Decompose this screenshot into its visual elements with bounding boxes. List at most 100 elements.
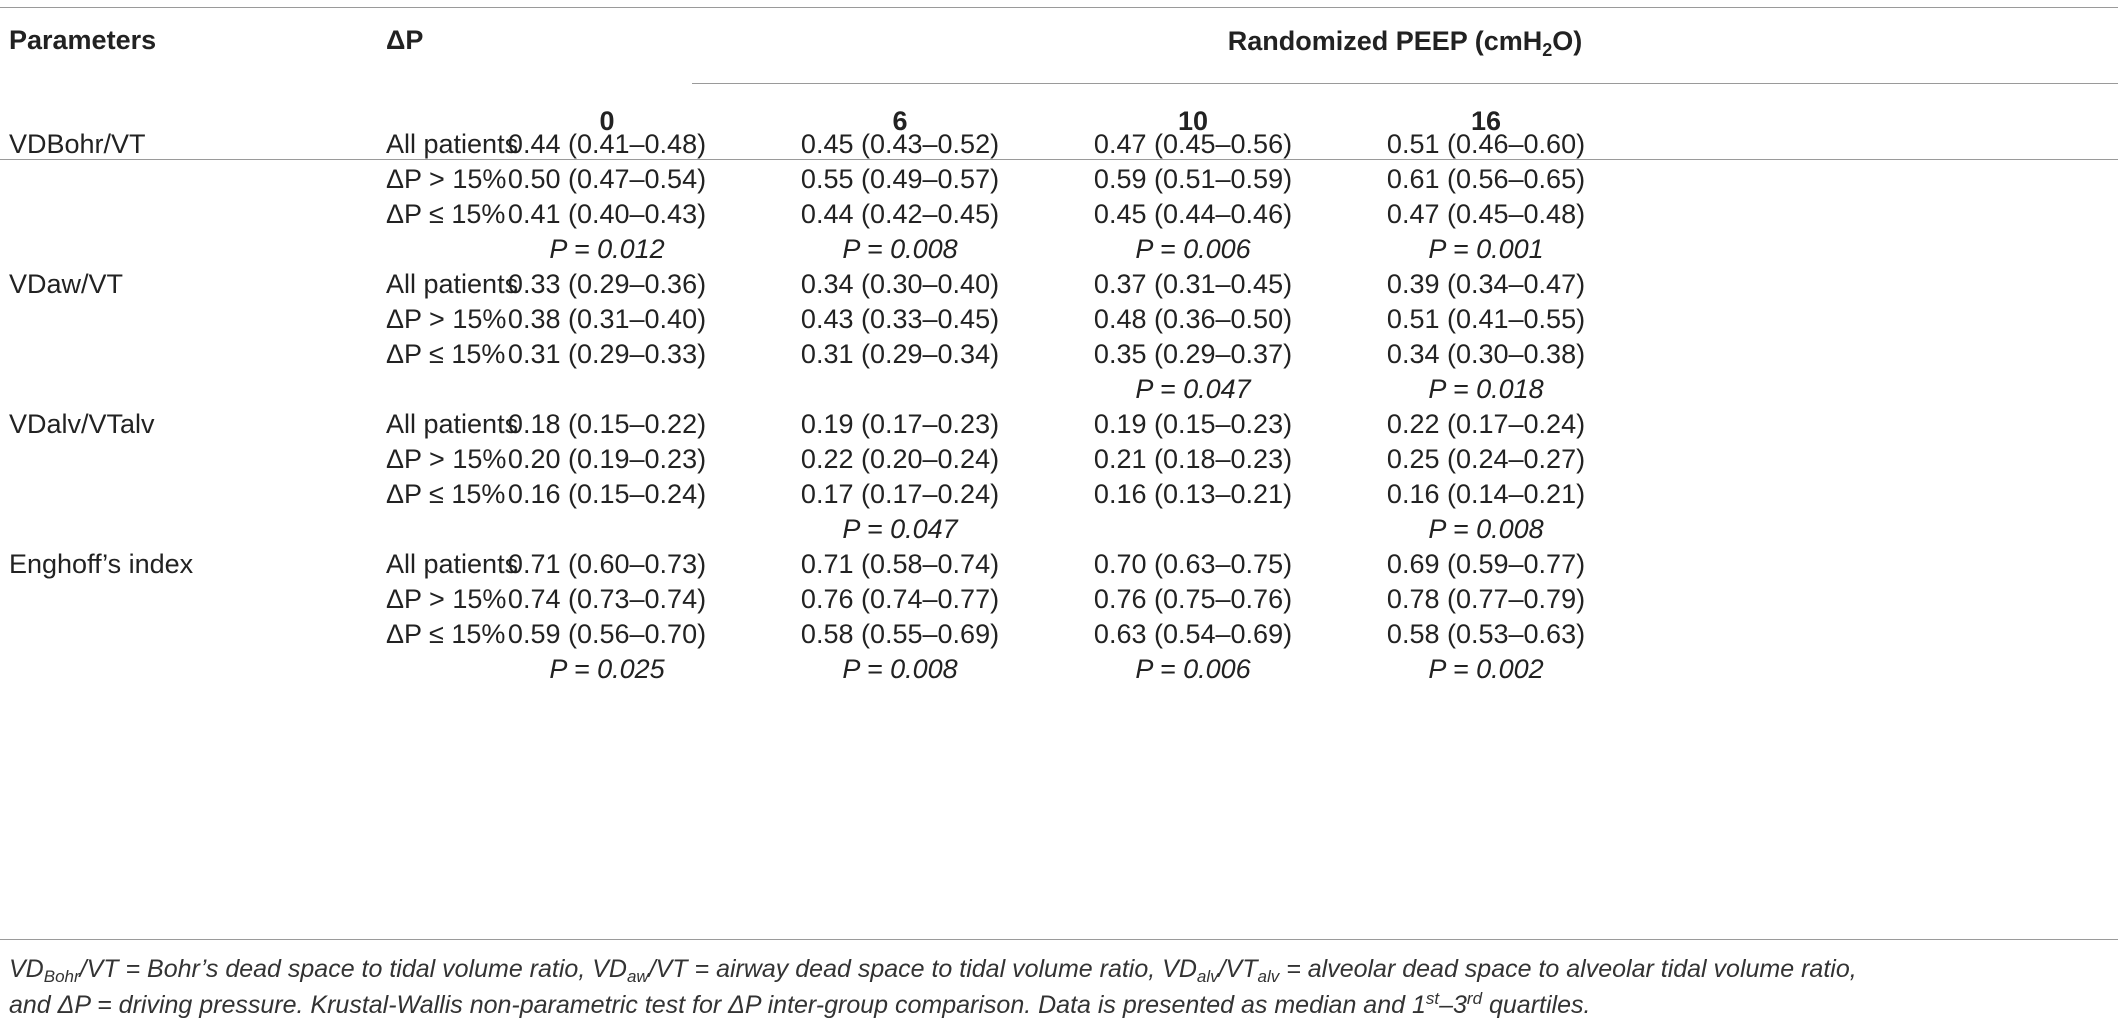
table-cell-value: 0.16 (0.13–0.21) [1093, 479, 1293, 509]
parameter-label: Enghoff’s index [9, 549, 194, 579]
p-value: P = 0.047 [1135, 374, 1251, 404]
header-delta-p: ΔP [386, 25, 424, 55]
p-value: P = 0.001 [1428, 234, 1544, 264]
column-header-peep-0: 0 [599, 106, 615, 136]
table-cell-value: 0.44 (0.42–0.45) [800, 199, 1000, 229]
footnote-sup-rd: rd [1466, 989, 1483, 1008]
table-cell-value: 0.74 (0.73–0.74) [507, 584, 707, 614]
footnote-text-3b: = alveolar dead space to alveolar tidal … [1279, 955, 1857, 983]
footnote-sup-st: st [1425, 989, 1440, 1008]
table-cell-value: 0.70 (0.63–0.75) [1093, 549, 1293, 579]
table-cell-value: 0.22 (0.17–0.24) [1386, 409, 1586, 439]
table-cell-value: 0.59 (0.51–0.59) [1093, 164, 1293, 194]
table-cell-value: 0.55 (0.49–0.57) [800, 164, 1000, 194]
footnote-text-5: –3 [1439, 991, 1467, 1019]
table-cell-value: 0.35 (0.29–0.37) [1093, 339, 1293, 369]
group-label: ΔP > 15% [386, 304, 507, 334]
table-cell-value: 0.20 (0.19–0.23) [507, 444, 707, 474]
table-cell-value: 0.71 (0.58–0.74) [800, 549, 1000, 579]
table-cell-value: 0.58 (0.55–0.69) [800, 619, 1000, 649]
table-cell-value: 0.47 (0.45–0.56) [1093, 129, 1293, 159]
group-label: ΔP ≤ 15% [386, 479, 506, 509]
peep-header-rule [692, 83, 2118, 84]
table-cell-value: 0.31 (0.29–0.34) [800, 339, 1000, 369]
peep-suffix: O) [1552, 26, 1583, 56]
p-value: P = 0.012 [549, 234, 665, 264]
table-cell-value: 0.78 (0.77–0.79) [1386, 584, 1586, 614]
p-value: P = 0.018 [1428, 374, 1544, 404]
table-cell-value: 0.16 (0.14–0.21) [1386, 479, 1586, 509]
footnote-sub-bohr: Bohr [43, 967, 80, 986]
footnote-text-3a: /VT [1218, 955, 1258, 983]
table-cell-value: 0.41 (0.40–0.43) [507, 199, 707, 229]
table-footnote: VDBohr/VT = Bohr’s dead space to tidal v… [9, 951, 2109, 1023]
parameter-label: VDaw/VT [9, 269, 124, 299]
table-cell-value: 0.50 (0.47–0.54) [507, 164, 707, 194]
table-cell-value: 0.34 (0.30–0.38) [1386, 339, 1586, 369]
p-value: P = 0.008 [842, 654, 958, 684]
table-cell-value: 0.69 (0.59–0.77) [1386, 549, 1586, 579]
table-cell-value: 0.76 (0.75–0.76) [1093, 584, 1293, 614]
table-cell-value: 0.61 (0.56–0.65) [1386, 164, 1586, 194]
p-value: P = 0.008 [842, 234, 958, 264]
footnote-sub-alv: alv [1196, 967, 1219, 986]
footnote-vd-alv: VD [1162, 955, 1197, 983]
group-label: ΔP > 15% [386, 444, 507, 474]
table-cell-value: 0.21 (0.18–0.23) [1093, 444, 1293, 474]
table-cell-value: 0.17 (0.17–0.24) [800, 479, 1000, 509]
footnote-vd-bohr: VD [9, 955, 44, 983]
table-cell-value: 0.22 (0.20–0.24) [800, 444, 1000, 474]
table-cell-value: 0.25 (0.24–0.27) [1386, 444, 1586, 474]
group-label: ΔP ≤ 15% [386, 339, 506, 369]
table-cell-value: 0.38 (0.31–0.40) [507, 304, 707, 334]
peep-subscript: 2 [1542, 40, 1553, 60]
p-value: P = 0.006 [1135, 234, 1251, 264]
column-header-peep-1: 6 [892, 106, 908, 136]
table-cell-value: 0.45 (0.44–0.46) [1093, 199, 1293, 229]
footnote-vd-aw: VD [592, 955, 627, 983]
footnote-text-1: /VT = Bohr’s dead space to tidal volume … [79, 955, 593, 983]
footnote-sub-vtalv: alv [1257, 967, 1280, 986]
group-label: ΔP > 15% [386, 164, 507, 194]
table-cell-value: 0.37 (0.31–0.45) [1093, 269, 1293, 299]
p-value: P = 0.047 [842, 514, 958, 544]
footnote-text-2: /VT = airway dead space to tidal volume … [648, 955, 1163, 983]
table-cell-value: 0.19 (0.17–0.23) [800, 409, 1000, 439]
table-cell-value: 0.51 (0.41–0.55) [1386, 304, 1586, 334]
table-cell-value: 0.47 (0.45–0.48) [1386, 199, 1586, 229]
table-bottom-rule [0, 939, 2118, 940]
group-label: All patients [386, 409, 519, 439]
footnote-text-6: quartiles. [1482, 991, 1591, 1019]
group-label: All patients [386, 129, 519, 159]
p-value: P = 0.025 [549, 654, 665, 684]
table-top-rule [0, 7, 2118, 8]
peep-label: Randomized PEEP (cmH [1227, 26, 1543, 56]
table-cell-value: 0.44 (0.41–0.48) [507, 129, 707, 159]
p-value: P = 0.008 [1428, 514, 1544, 544]
table-cell-value: 0.34 (0.30–0.40) [800, 269, 1000, 299]
group-label: ΔP ≤ 15% [386, 199, 506, 229]
group-label: All patients [386, 269, 519, 299]
p-value: P = 0.002 [1428, 654, 1544, 684]
column-header-peep-2: 10 [1177, 106, 1209, 136]
table-cell-value: 0.51 (0.46–0.60) [1386, 129, 1586, 159]
table-cell-value: 0.43 (0.33–0.45) [800, 304, 1000, 334]
table-cell-value: 0.18 (0.15–0.22) [507, 409, 707, 439]
table-cell-value: 0.33 (0.29–0.36) [507, 269, 707, 299]
table-cell-value: 0.59 (0.56–0.70) [507, 619, 707, 649]
header-randomized-peep: Randomized PEEP (cmH2O) [1227, 24, 1583, 60]
table-cell-value: 0.76 (0.74–0.77) [800, 584, 1000, 614]
footnote-sub-aw: aw [626, 967, 649, 986]
table-cell-value: 0.48 (0.36–0.50) [1093, 304, 1293, 334]
table-cell-value: 0.31 (0.29–0.33) [507, 339, 707, 369]
table-cell-value: 0.45 (0.43–0.52) [800, 129, 1000, 159]
footnote-text-4: and ΔP = driving pressure. Krustal-Walli… [9, 991, 1426, 1019]
table-cell-value: 0.63 (0.54–0.69) [1093, 619, 1293, 649]
p-value: P = 0.006 [1135, 654, 1251, 684]
header-bottom-rule [0, 159, 2118, 160]
table-cell-value: 0.58 (0.53–0.63) [1386, 619, 1586, 649]
parameter-label: VDBohr/VT [9, 129, 146, 159]
group-label: ΔP ≤ 15% [386, 619, 506, 649]
table-cell-value: 0.39 (0.34–0.47) [1386, 269, 1586, 299]
group-label: ΔP > 15% [386, 584, 507, 614]
